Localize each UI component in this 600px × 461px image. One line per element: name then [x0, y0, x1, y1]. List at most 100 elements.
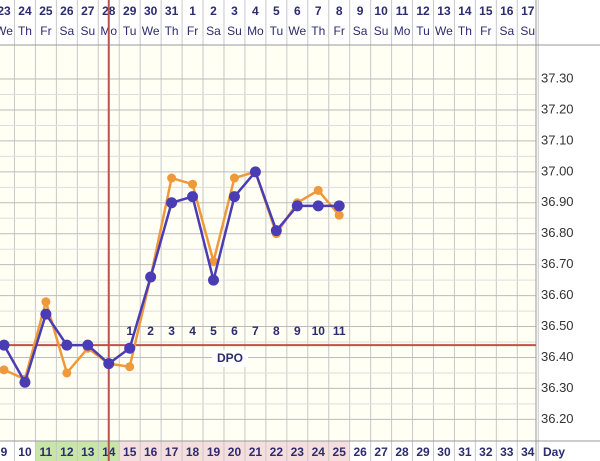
dpo-label: 4	[189, 324, 196, 338]
data-point	[333, 200, 345, 212]
date-label: 7	[315, 4, 322, 18]
cycle-day-label: 33	[500, 445, 514, 459]
y-tick-label: 36.70	[541, 256, 574, 271]
dpo-label: 1	[126, 324, 133, 338]
weekday-label: We	[0, 24, 13, 38]
cycle-day-label: 27	[374, 445, 388, 459]
y-tick-label: 36.30	[541, 380, 574, 395]
date-label: 25	[39, 4, 53, 18]
date-label: 5	[273, 4, 280, 18]
weekday-label: We	[288, 24, 306, 38]
cycle-day-label: 11	[40, 445, 53, 459]
weekday-label: Mo	[247, 24, 264, 38]
cycle-day-label: 22	[270, 445, 284, 459]
day-cell	[161, 441, 183, 461]
weekday-label: Fr	[480, 24, 491, 38]
data-point	[0, 339, 10, 351]
dpo-label: 11	[333, 324, 346, 338]
plot-area	[0, 45, 536, 441]
y-tick-label: 36.20	[541, 411, 574, 426]
date-label: 6	[294, 4, 301, 18]
data-point	[124, 342, 136, 354]
date-label: 2	[210, 4, 217, 18]
data-point	[270, 225, 282, 237]
data-point	[145, 271, 157, 283]
day-cell	[119, 441, 141, 461]
data-point	[125, 362, 135, 372]
date-label: 9	[357, 4, 364, 18]
cycle-day-label: 31	[458, 445, 472, 459]
data-point	[82, 339, 94, 351]
cycle-day-label: 29	[416, 445, 430, 459]
weekday-label: We	[435, 24, 453, 38]
weekday-label: Su	[520, 24, 535, 38]
data-point	[228, 191, 240, 203]
y-tick-label: 37.00	[541, 163, 574, 178]
cycle-day-label: 20	[228, 445, 242, 459]
day-cell	[223, 441, 245, 461]
cycle-day-label: 21	[249, 445, 263, 459]
date-label: 23	[0, 4, 11, 18]
day-cell	[56, 441, 78, 461]
weekday-label: Su	[80, 24, 95, 38]
cycle-day-label: 13	[81, 445, 95, 459]
dpo-label: 10	[312, 324, 326, 338]
date-label: 10	[374, 4, 388, 18]
dpo-label: 7	[252, 324, 259, 338]
data-point	[249, 166, 261, 178]
cycle-day-label: 32	[479, 445, 493, 459]
day-cell	[77, 441, 99, 461]
data-point	[312, 200, 324, 212]
y-tick-label: 36.80	[541, 225, 574, 240]
dpo-title: DPO	[217, 351, 243, 365]
weekday-label: Fr	[187, 24, 198, 38]
data-point	[229, 173, 239, 183]
date-label: 12	[416, 4, 430, 18]
weekday-label: Sa	[60, 24, 75, 38]
date-label: 27	[81, 4, 95, 18]
data-point	[19, 376, 31, 388]
date-label: 15	[479, 4, 493, 18]
dpo-label: 8	[273, 324, 280, 338]
weekday-label: Mo	[394, 24, 411, 38]
data-point	[291, 200, 303, 212]
dpo-label: 6	[231, 324, 238, 338]
dpo-label: 9	[294, 324, 301, 338]
dpo-label: 5	[210, 324, 217, 338]
day-cell	[203, 441, 224, 461]
weekday-label: Th	[165, 24, 179, 38]
weekday-label: We	[142, 24, 160, 38]
y-tick-label: 37.30	[541, 70, 574, 85]
weekday-label: Su	[374, 24, 389, 38]
date-label: 1	[189, 4, 196, 18]
day-cell	[328, 441, 350, 461]
data-point	[40, 308, 52, 320]
data-point	[166, 197, 178, 209]
data-point	[103, 358, 115, 370]
date-label: 8	[336, 4, 343, 18]
y-tick-label: 36.60	[541, 287, 574, 302]
data-point	[187, 191, 199, 203]
dpo-label: 3	[168, 324, 175, 338]
date-label: 29	[123, 4, 137, 18]
weekday-label: Su	[227, 24, 242, 38]
cycle-day-label: 10	[18, 445, 32, 459]
data-point	[62, 368, 72, 378]
weekday-label: Sa	[353, 24, 368, 38]
y-tick-label: 37.10	[541, 132, 574, 147]
data-point	[334, 210, 344, 220]
cycle-day-label: 16	[144, 445, 158, 459]
weekday-label: Th	[18, 24, 32, 38]
weekday-label: Th	[311, 24, 325, 38]
cycle-day-label: 19	[207, 445, 221, 459]
date-label: 14	[458, 4, 472, 18]
data-point	[41, 297, 51, 307]
data-point	[209, 257, 218, 267]
cycle-day-label: 15	[123, 445, 137, 459]
date-label: 13	[437, 4, 451, 18]
cycle-day-label: 12	[60, 445, 74, 459]
y-tick-label: 37.20	[541, 101, 574, 116]
date-label: 4	[252, 4, 259, 18]
weekday-label: Th	[458, 24, 472, 38]
cycle-day-label: 17	[165, 445, 179, 459]
